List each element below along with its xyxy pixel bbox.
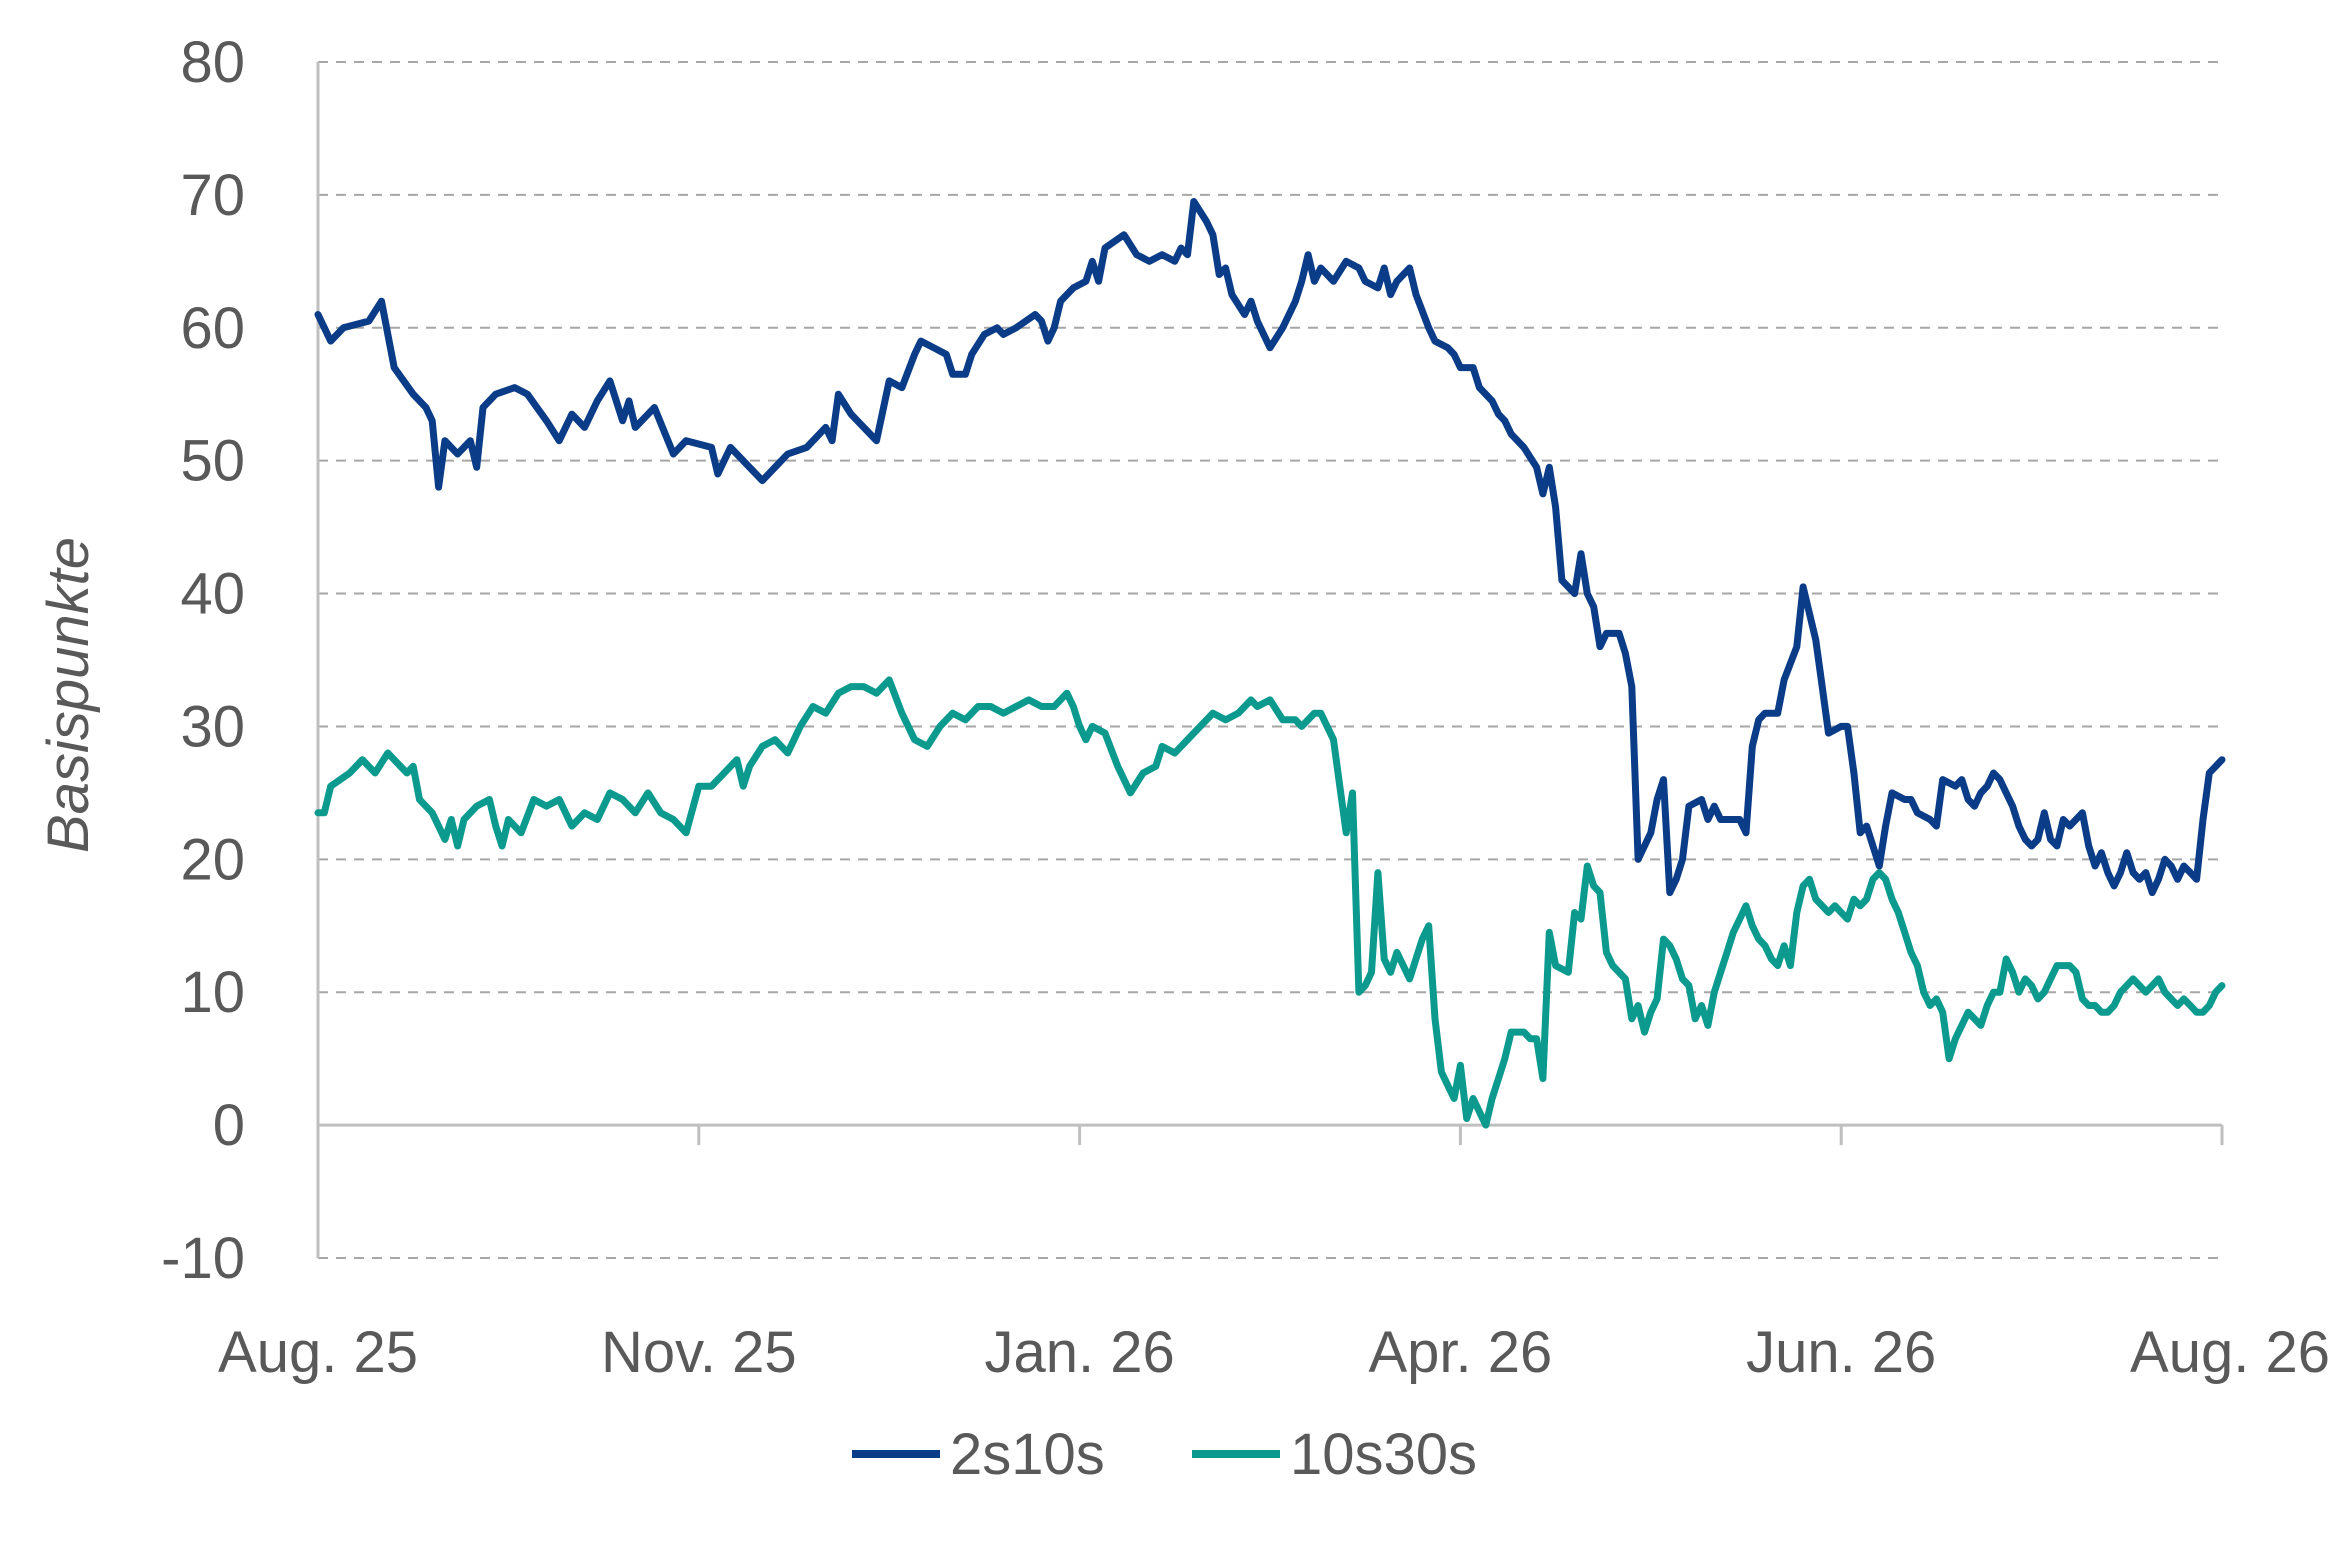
legend-label-2s10s: 2s10s (950, 1422, 1105, 1487)
axes (316, 62, 2224, 1258)
y-tick-label: 20 (180, 827, 245, 892)
series-line-2s10s (314, 198, 2226, 897)
y-tick-label: 60 (180, 296, 245, 361)
y-tick-label: 30 (180, 694, 245, 759)
x-tick-label: Nov. 25 (601, 1320, 797, 1385)
y-axis-tick-labels: 80 70 60 50 40 30 20 10 0 -10 (161, 30, 245, 1291)
gridlines (318, 61, 2222, 1259)
x-tick-label: Apr. 26 (1368, 1320, 1552, 1385)
x-axis-tick-labels: Aug. 25 Nov. 25 Jan. 26 Apr. 26 Jun. 26 Aug. … (218, 1320, 2330, 1385)
y-tick-label: -10 (161, 1226, 245, 1291)
x-tick-label: Aug. 26 (2130, 1320, 2330, 1385)
y-tick-label: 70 (180, 163, 245, 228)
x-tick-label: Aug. 25 (218, 1320, 418, 1385)
legend: 2s10s 10s30s (852, 1422, 1477, 1487)
y-tick-label: 40 (180, 562, 245, 627)
y-tick-label: 0 (213, 1093, 245, 1158)
y-axis-title: Basispunkte (36, 537, 101, 853)
y-tick-label: 50 (180, 429, 245, 494)
x-tick-label: Jun. 26 (1746, 1320, 1936, 1385)
legend-label-10s30s: 10s30s (1290, 1422, 1477, 1487)
x-tick-label: Jan. 26 (984, 1320, 1174, 1385)
series-lines (314, 198, 2226, 1129)
y-tick-label: 10 (180, 960, 245, 1025)
y-tick-label: 80 (180, 30, 245, 95)
series-line-10s30s (314, 676, 2226, 1129)
